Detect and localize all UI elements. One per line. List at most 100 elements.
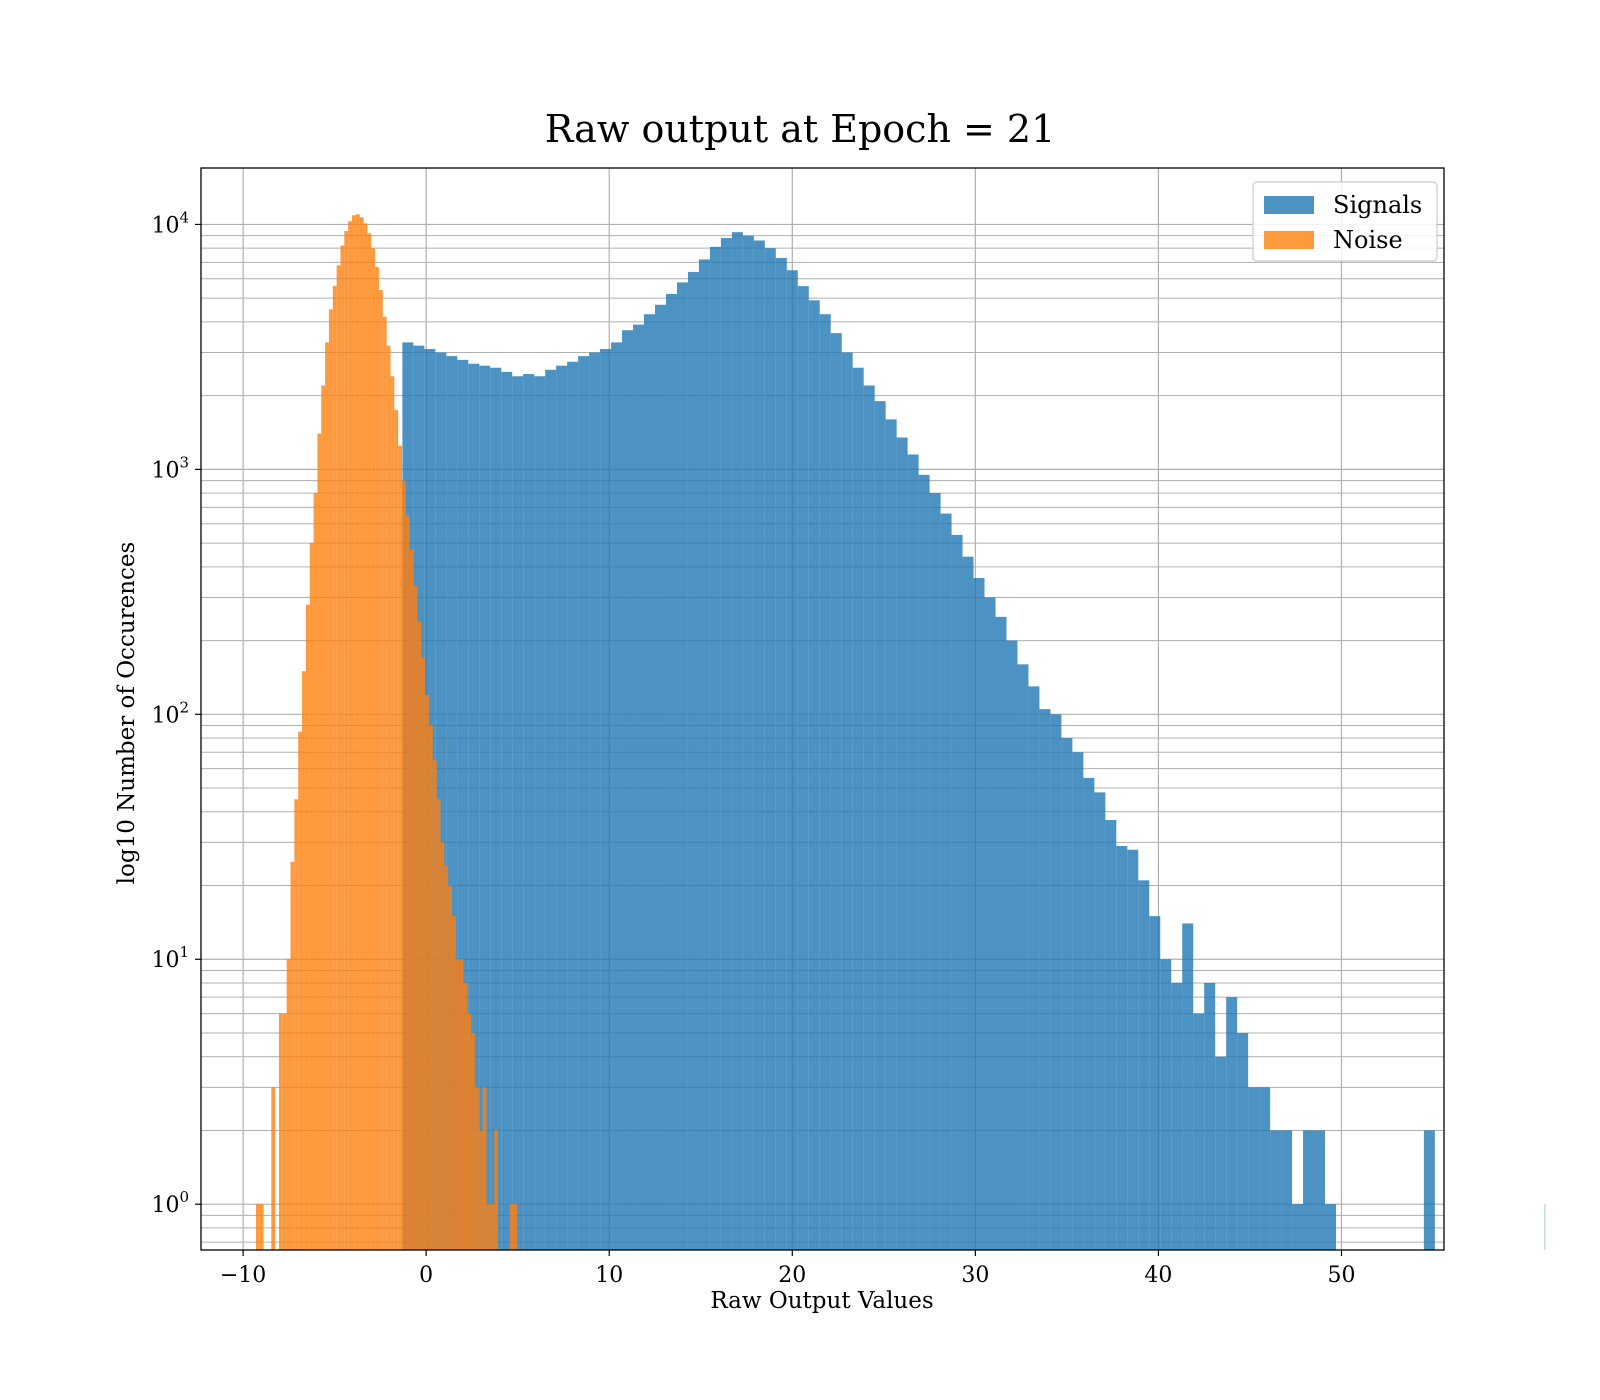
histogram-bar	[1039, 709, 1051, 1250]
histogram-bar	[973, 578, 985, 1250]
y-tick-label: 101	[151, 943, 189, 973]
histogram-bar	[405, 515, 410, 1250]
histogram-bar	[1193, 1013, 1205, 1250]
histogram-bar	[271, 1087, 276, 1250]
bars-layer	[255, 214, 1546, 1251]
histogram-bar	[313, 493, 318, 1251]
histogram-bar	[482, 1087, 487, 1250]
histogram-bar	[1423, 1130, 1435, 1250]
x-tick-label: 10	[595, 1263, 623, 1288]
histogram-bar	[386, 345, 391, 1250]
histogram-bar	[468, 363, 480, 1250]
histogram-bar	[929, 493, 941, 1251]
histogram-bar	[278, 1013, 283, 1250]
histogram-bar	[1160, 959, 1172, 1250]
histogram-bar	[819, 314, 831, 1250]
histogram-bar	[467, 1013, 472, 1250]
histogram-bar	[1006, 640, 1018, 1250]
histogram-bar	[457, 359, 469, 1250]
histogram-bar	[1303, 1130, 1315, 1250]
histogram-bar	[382, 316, 387, 1250]
histogram-bar	[1544, 1204, 1546, 1250]
y-tick-label: 103	[151, 453, 189, 483]
histogram-bar	[676, 282, 688, 1251]
histogram-bar	[455, 959, 460, 1250]
histogram-bar	[302, 671, 306, 1250]
histogram-bar	[786, 270, 798, 1251]
histogram-bar	[332, 286, 337, 1250]
histogram-bar	[1248, 1087, 1260, 1250]
histogram-bar	[885, 419, 897, 1250]
legend-label-signals: Signals	[1333, 191, 1422, 219]
legend-swatch-noise	[1264, 231, 1314, 249]
histogram-bar	[622, 330, 634, 1250]
x-tick-label: 0	[419, 1263, 433, 1288]
histogram-bar	[1105, 820, 1117, 1250]
histogram-bar	[367, 233, 372, 1250]
histogram-bar	[1149, 916, 1161, 1250]
histogram-bar	[344, 231, 349, 1250]
histogram-bar	[371, 248, 376, 1251]
x-axis-label: Raw Output Values	[710, 1288, 933, 1314]
histogram-bar	[1215, 1056, 1227, 1250]
histogram-bar	[731, 232, 743, 1251]
histogram-bar	[448, 885, 452, 1250]
histogram-bar	[962, 556, 974, 1250]
histogram-bar	[764, 248, 776, 1251]
histogram-bar	[1182, 923, 1194, 1250]
histogram-bar	[841, 352, 853, 1250]
legend: Signals Noise	[1252, 181, 1438, 262]
histogram-bar	[720, 238, 732, 1251]
histogram-bar	[317, 433, 322, 1250]
histogram-bar	[918, 474, 930, 1250]
histogram-bar	[305, 604, 310, 1250]
histogram-bar	[984, 597, 996, 1250]
histogram-bar	[390, 376, 395, 1250]
ticks-layer: −10 0 10 20 30 40 50 100 101 102 103 104	[151, 208, 1355, 1288]
histogram-bar	[417, 621, 422, 1250]
histogram-bar	[523, 374, 535, 1251]
histogram-bar	[475, 1087, 479, 1250]
plot-frame	[200, 167, 1445, 1251]
histogram-bar	[1061, 738, 1073, 1250]
histogram-bar	[709, 246, 721, 1251]
histogram-bar	[556, 365, 568, 1250]
histogram-bar	[451, 916, 456, 1250]
histogram-bar	[852, 367, 864, 1251]
histogram-bar	[340, 245, 345, 1250]
histogram-bar	[578, 356, 590, 1250]
histogram-bar	[995, 616, 1007, 1250]
histogram-bar	[896, 437, 908, 1250]
histogram-bar	[951, 534, 963, 1250]
histogram-bar	[282, 1013, 287, 1250]
histogram-bar	[1072, 752, 1084, 1250]
histogram-bar	[534, 376, 546, 1250]
histogram-bar	[436, 799, 441, 1250]
y-tick-label: 102	[151, 698, 189, 728]
x-tick-label: 40	[1144, 1263, 1172, 1288]
histogram-bar	[940, 513, 952, 1250]
histogram-bar	[321, 385, 326, 1250]
histogram-bar	[907, 454, 919, 1250]
histogram-bar	[402, 480, 406, 1251]
histogram-bar	[665, 294, 677, 1251]
histogram-bar	[808, 300, 820, 1251]
histogram-bar	[328, 309, 333, 1250]
histogram-bar	[1028, 686, 1040, 1250]
histogram-bar	[830, 333, 842, 1250]
histogram-bar	[352, 215, 356, 1250]
histogram-bar	[348, 221, 353, 1250]
histogram-bar	[463, 982, 468, 1250]
legend-label-noise: Noise	[1333, 226, 1403, 254]
histogram-bar	[1050, 714, 1062, 1250]
histogram-bar	[1325, 1204, 1336, 1250]
histogram-bar	[1226, 997, 1238, 1250]
histogram-bar	[545, 369, 557, 1251]
series-noise	[255, 214, 518, 1251]
histogram-bar	[336, 265, 341, 1250]
legend-swatch-signals	[1264, 196, 1314, 214]
histogram-bar	[255, 1204, 260, 1250]
histogram-bar	[446, 356, 458, 1250]
y-axis-label: log10 Number of Occurences	[114, 542, 140, 885]
histogram-bar	[259, 1204, 264, 1250]
